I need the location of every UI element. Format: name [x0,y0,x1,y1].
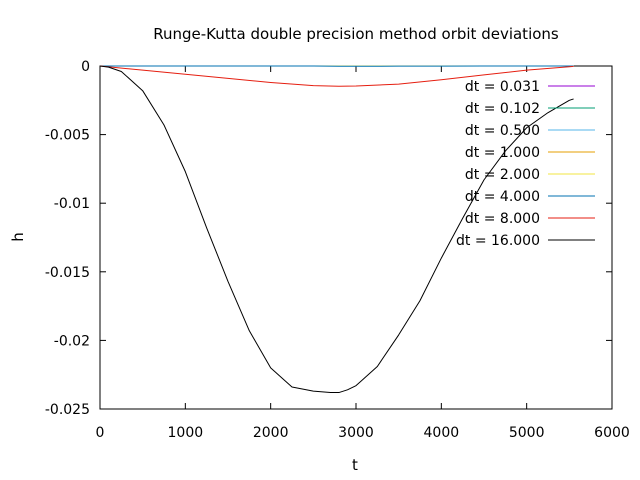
legend-label: dt = 1.000 [465,145,540,161]
x-tick-label: 6000 [594,425,630,441]
y-tick-label: -0.01 [54,196,90,212]
legend-label: dt = 2.000 [465,167,540,183]
series-line-7 [99,65,574,394]
legend-label: dt = 0.102 [465,101,540,117]
y-tick-label: -0.015 [45,265,90,281]
legend: dt = 0.031 dt = 0.102 dt = 0.500 dt = 1.000… [456,79,595,249]
legend-label: dt = 0.031 [465,79,540,95]
series-lines [99,65,574,394]
chart-title: Runge-Kutta double precision method orbi… [153,25,559,43]
x-tick-label: 0 [96,425,105,441]
x-axis: 0 1000 2000 3000 4000 5000 6000 [96,66,630,441]
x-tick-label: 5000 [509,425,545,441]
legend-label: dt = 16.000 [456,233,540,249]
x-tick-label: 1000 [168,425,204,441]
x-tick-label: 2000 [253,425,289,441]
x-tick-label: 3000 [338,425,374,441]
y-axis: 0 -0.005 -0.01 -0.015 -0.02 -0.025 [45,59,612,418]
legend-label: dt = 8.000 [465,211,540,227]
x-axis-label: t [352,456,358,474]
y-tick-label: -0.025 [45,402,90,418]
y-axis-label: h [9,232,27,242]
series-line-6 [99,65,574,87]
legend-label: dt = 0.500 [465,123,540,139]
y-tick-label: -0.005 [45,128,90,144]
legend-label: dt = 4.000 [465,189,540,205]
y-tick-label: -0.02 [54,333,90,349]
y-tick-label: 0 [81,59,90,75]
x-tick-label: 4000 [424,425,460,441]
